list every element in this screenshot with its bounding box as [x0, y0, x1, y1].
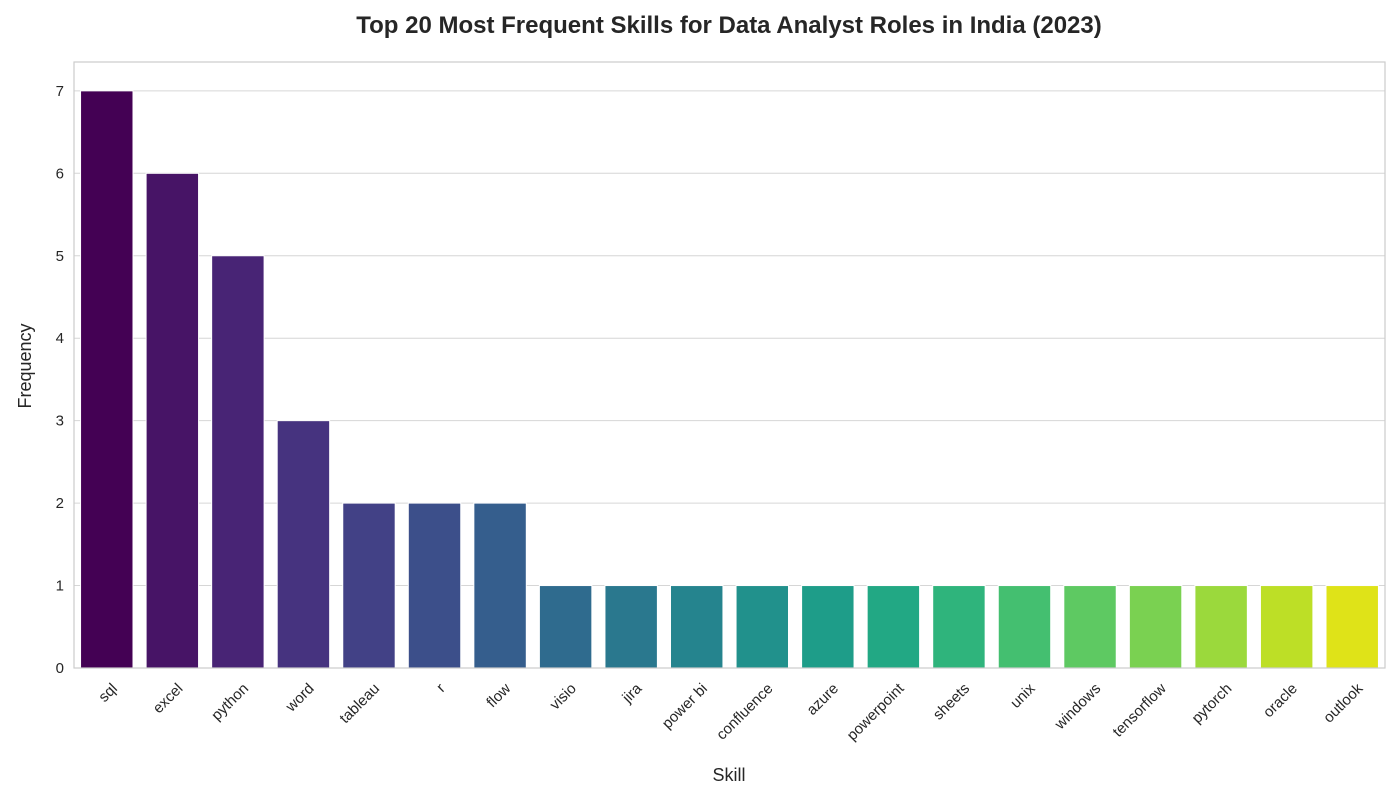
x-tick-label-windows: windows	[1051, 680, 1104, 733]
bars	[80, 90, 1379, 669]
x-tick-label-excel: excel	[150, 680, 187, 717]
x-tick-label-sql: sql	[95, 680, 121, 706]
x-tick-label-flow: flow	[483, 680, 514, 711]
bar-sql	[80, 90, 134, 669]
y-tick-label: 0	[56, 660, 64, 677]
bar-visio	[538, 585, 593, 669]
y-tick-label: 6	[56, 165, 64, 182]
y-tick-label: 3	[56, 413, 64, 430]
bar-outlook	[1325, 585, 1379, 669]
x-axis-label: Skill	[712, 765, 745, 785]
bar-excel	[145, 172, 200, 669]
x-tick-label-tableau: tableau	[336, 680, 383, 727]
bar-windows	[1063, 585, 1117, 669]
x-tick-label-powerpoint: powerpoint	[844, 680, 908, 744]
x-tick-label-pytorch: pytorch	[1188, 680, 1235, 727]
bar-word	[276, 420, 331, 669]
y-tick-label: 1	[56, 578, 64, 595]
bar-r	[407, 502, 462, 669]
x-tick-label-power-bi: power bi	[659, 680, 711, 732]
y-tick-label: 7	[56, 83, 64, 100]
bar-flow	[473, 502, 527, 669]
x-tick-label-sheets: sheets	[930, 680, 973, 723]
x-tick-label-visio: visio	[547, 680, 580, 713]
bar-confluence	[735, 585, 789, 669]
bar-power-bi	[670, 585, 724, 669]
bar-jira	[604, 585, 658, 669]
plot-frame	[73, 61, 1386, 669]
x-tick-label-python: python	[208, 680, 252, 724]
grid-lines	[74, 90, 1385, 669]
x-tick-label-azure: azure	[803, 680, 842, 719]
bar-python	[211, 255, 265, 669]
y-tick-label: 5	[56, 248, 64, 265]
bar-powerpoint	[866, 585, 921, 669]
y-tick-label: 2	[56, 495, 64, 512]
bar-azure	[801, 585, 855, 669]
chart-title: Top 20 Most Frequent Skills for Data Ana…	[356, 12, 1102, 39]
bar-tableau	[342, 502, 396, 669]
x-tick-label-oracle: oracle	[1260, 680, 1301, 721]
x-tick-label-r: r	[433, 680, 449, 696]
bar-unix	[997, 585, 1052, 669]
x-tick-labels: sql excel python word tableau r flow visio jira p…	[95, 680, 1366, 744]
x-tick-label-outlook: outlook	[1320, 680, 1367, 727]
x-tick-label-tensorflow: tensorflow	[1109, 680, 1169, 740]
x-tick-label-word: word	[282, 680, 318, 716]
bar-pytorch	[1194, 585, 1248, 669]
bar-sheets	[932, 585, 986, 669]
bar-oracle	[1259, 585, 1314, 669]
x-tick-label-confluence: confluence	[713, 680, 776, 743]
x-tick-label-unix: unix	[1007, 680, 1039, 712]
x-tick-label-jira: jira	[618, 680, 645, 707]
bar-tensorflow	[1128, 585, 1183, 669]
y-tick-labels: 0 1 2 3 4 5 6 7	[56, 83, 64, 677]
y-axis-label: Frequency	[15, 323, 35, 408]
y-tick-label: 4	[56, 330, 64, 347]
